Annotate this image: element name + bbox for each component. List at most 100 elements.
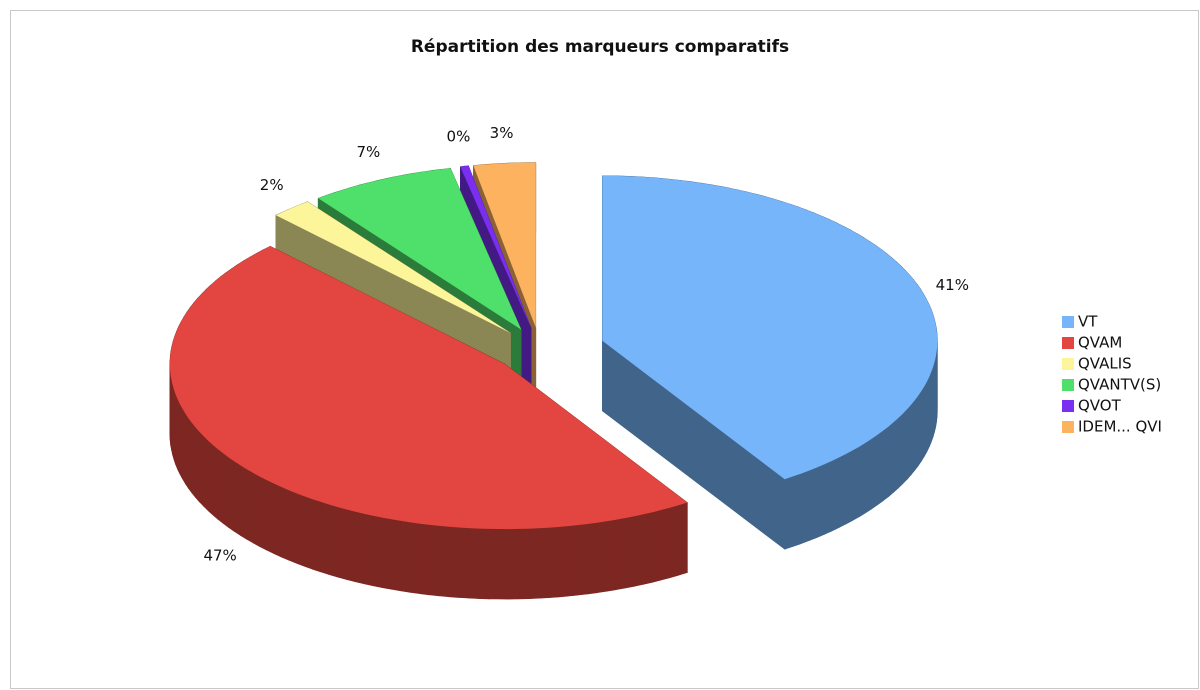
slice-side [266, 479, 275, 554]
slice-side [784, 475, 794, 550]
slice-side [871, 434, 878, 510]
slice-side [902, 408, 908, 485]
slice-side [615, 517, 626, 591]
slice-side [508, 528, 519, 600]
slice-side [852, 446, 860, 521]
slice-side [188, 417, 193, 494]
slice-side [273, 483, 282, 558]
slice-side [354, 511, 365, 585]
slice-side [634, 513, 645, 587]
slice-side [816, 463, 825, 538]
slice-side [207, 440, 214, 516]
slice-top [460, 165, 531, 328]
slice-side [191, 421, 196, 499]
slice-side [914, 394, 919, 472]
legend-label: QVANTV(S) [1078, 376, 1161, 394]
slice-side [893, 417, 899, 494]
slice-side [921, 385, 925, 462]
slice-side [179, 403, 183, 479]
slice-side [199, 431, 204, 508]
slice-side [328, 504, 338, 578]
slice-side [498, 528, 510, 600]
slice-side [320, 501, 330, 575]
slice-side [195, 426, 200, 503]
slice-side [448, 526, 460, 598]
slice-side [538, 527, 549, 599]
slice-side [910, 399, 916, 476]
slice-side [391, 518, 402, 592]
slice-side [792, 473, 802, 547]
slice-side [808, 467, 818, 542]
slice-side [439, 525, 450, 598]
slice-side [468, 527, 480, 599]
slice-side [303, 495, 313, 570]
slice-side [203, 435, 209, 512]
slice-side [337, 506, 347, 580]
legend-swatch [1062, 379, 1074, 391]
slice-side [288, 489, 297, 564]
slice-side [888, 421, 894, 498]
slice-side [185, 412, 189, 490]
slice-side [897, 412, 904, 489]
legend-label: QVALIS [1078, 355, 1132, 373]
slice-side [596, 520, 607, 594]
slice-side [212, 444, 219, 520]
slice-side [246, 468, 254, 544]
slice-side [917, 389, 922, 467]
slice-side [926, 376, 930, 452]
slice-side [548, 526, 559, 599]
slice-side [222, 452, 229, 529]
slice-side [661, 507, 671, 581]
slice-side [838, 453, 847, 528]
slice-side [678, 502, 688, 576]
slice-side [259, 476, 268, 551]
legend-swatch [1062, 337, 1074, 349]
slice-side [458, 527, 470, 599]
slice-side [400, 520, 411, 593]
slice-top [602, 175, 938, 480]
slice-side [831, 457, 840, 532]
slice-side [295, 492, 305, 567]
slice-side [858, 442, 866, 518]
slice-side [906, 404, 912, 481]
slice-side [624, 515, 635, 589]
slice-side [217, 448, 224, 525]
slice-side [865, 438, 872, 514]
slice-side [824, 460, 833, 535]
legend-label: VT [1078, 313, 1098, 331]
data-label: 0% [447, 127, 471, 145]
slice-side [240, 464, 247, 540]
slice-top [275, 201, 511, 333]
slice-side [311, 498, 321, 573]
legend-swatch [1062, 358, 1074, 370]
data-label: 3% [490, 124, 514, 142]
slice-side [478, 528, 490, 600]
slice-side [845, 449, 854, 525]
slice-side [528, 527, 539, 600]
slice-side [606, 519, 617, 592]
slice-side [280, 486, 289, 561]
slice-side [557, 525, 569, 598]
slice-side [877, 430, 884, 506]
slice-side [419, 523, 431, 596]
data-label: 41% [936, 276, 969, 294]
slice-side [518, 528, 529, 600]
slice-side [587, 522, 598, 595]
slice-side [652, 509, 662, 583]
slice-side [924, 381, 928, 457]
slice-side [182, 407, 186, 485]
slice-side [429, 524, 440, 597]
data-label: 47% [203, 547, 236, 565]
slice-side [234, 460, 241, 536]
slice [601, 175, 938, 550]
chart-title: Répartition des marqueurs comparatifs [411, 37, 789, 57]
slice-top [318, 168, 522, 330]
slice-side [567, 524, 579, 597]
slice-side [643, 511, 654, 585]
slice-side [577, 523, 588, 596]
slice-side [363, 513, 374, 587]
slice-side [800, 470, 810, 545]
data-label: 2% [260, 176, 284, 194]
slice-side [488, 528, 500, 600]
